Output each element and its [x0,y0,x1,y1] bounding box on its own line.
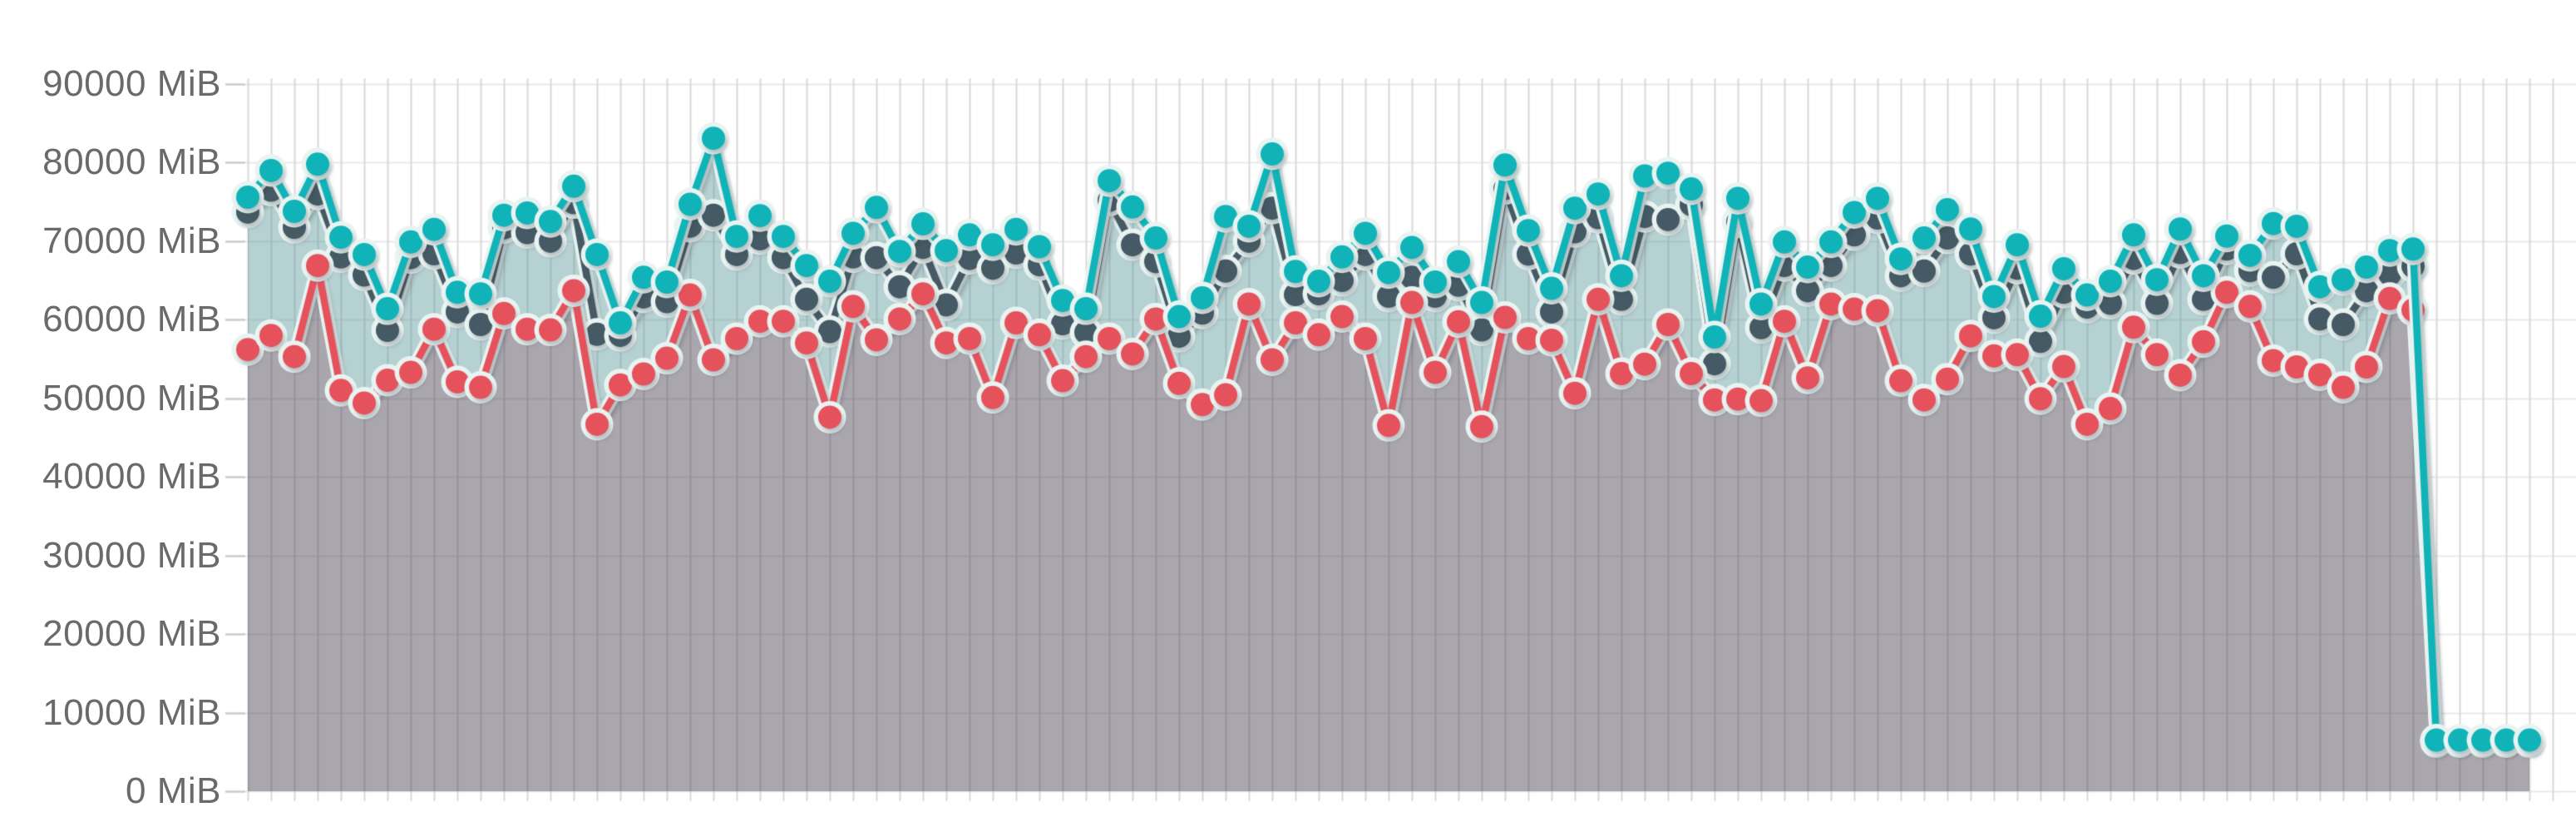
memory-usage-chart [0,0,2576,822]
chart-area: 90000 MiB 80000 MiB 70000 MiB 60000 MiB 5000… [0,0,2576,822]
